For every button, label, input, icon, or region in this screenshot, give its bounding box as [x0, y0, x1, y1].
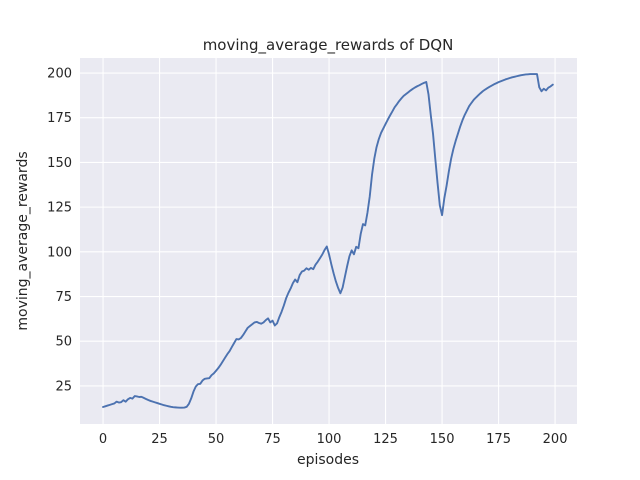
tick-labels: 0 25 50 75 100 125 150 175 200 25 50 75 100 125 150 175… [47, 67, 567, 447]
y-tick-label: 50 [55, 335, 72, 350]
x-tick-label: 25 [151, 432, 168, 447]
y-tick-label: 125 [47, 201, 72, 216]
series-lines [102, 73, 554, 409]
chart-title: moving_average_rewards of DQN [203, 36, 454, 55]
x-tick-label: 200 [543, 432, 568, 447]
x-tick-label: 75 [264, 432, 281, 447]
x-tick-label: 150 [430, 432, 455, 447]
y-axis-label: moving_average_rewards [15, 151, 31, 330]
x-axis-label: episodes [297, 452, 359, 468]
y-tick-label: 150 [47, 156, 72, 171]
x-tick-label: 125 [373, 432, 398, 447]
y-tick-label: 175 [47, 111, 72, 126]
y-tick-label: 25 [55, 379, 72, 394]
plot-area [80, 58, 577, 424]
x-tick-label: 0 [99, 432, 107, 447]
x-tick-label: 100 [317, 432, 342, 447]
y-tick-label: 75 [55, 290, 72, 305]
y-tick-label: 200 [47, 67, 72, 82]
moving_average_rewards-line [102, 73, 554, 409]
x-tick-label: 50 [208, 432, 225, 447]
y-tick-label: 100 [47, 245, 72, 260]
x-tick-label: 175 [486, 432, 511, 447]
